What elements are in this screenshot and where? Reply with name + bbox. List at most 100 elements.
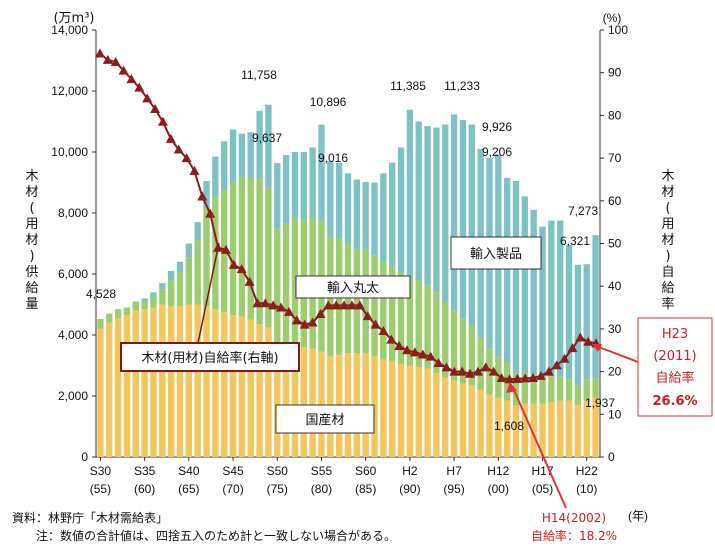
bar-value-label: 11,385	[390, 79, 426, 93]
bar-products	[247, 132, 254, 178]
bar-logs	[194, 240, 201, 305]
ratio-marker	[370, 319, 381, 329]
ratio-marker	[189, 165, 200, 175]
right-axis-unit: (%)	[603, 11, 622, 25]
right-axis-title: 給	[661, 281, 674, 296]
bar-domestic	[97, 328, 104, 457]
left-axis-title: )	[29, 249, 34, 264]
x-tick-ad: (90)	[399, 482, 420, 496]
bar-logs	[495, 356, 502, 398]
bar-logs	[389, 266, 396, 361]
ratio-marker	[433, 358, 444, 368]
left-tick-label: 8,000	[58, 206, 88, 220]
bar-domestic	[141, 309, 148, 457]
right-axis-title: )	[665, 249, 670, 264]
bar-logs	[123, 307, 131, 316]
source-note: 資料：林野庁「木材需給表」	[12, 511, 168, 525]
bar-logs	[132, 301, 139, 311]
left-axis-unit: (万m³)	[53, 11, 94, 26]
ratio-marker	[299, 319, 310, 329]
ratio-marker	[276, 302, 287, 312]
bar-domestic	[442, 377, 449, 457]
x-tick-ad: (05)	[532, 482, 553, 496]
bar-value-label: 1,937	[585, 396, 615, 410]
ratio-marker	[472, 366, 483, 376]
x-tick-ad: (85)	[355, 482, 376, 496]
bar-logs	[486, 348, 493, 395]
bar-products	[380, 173, 387, 262]
label-ratio: 木材(用材)自給率(右軸)	[141, 350, 278, 366]
bar-domestic	[274, 344, 281, 457]
right-axis-title: 木	[661, 169, 674, 184]
bar-domestic	[132, 310, 139, 457]
bar-products	[265, 104, 272, 188]
bar-domestic	[221, 312, 228, 457]
bar-products	[327, 161, 334, 238]
bar-products	[274, 163, 281, 229]
bar-logs	[150, 296, 157, 308]
x-tick-era: S45	[222, 464, 244, 478]
bar-logs	[229, 182, 237, 316]
bar-domestic	[548, 402, 555, 457]
bar-logs	[203, 208, 210, 307]
ratio-marker	[543, 366, 554, 376]
bar-products	[442, 124, 449, 302]
left-tick-label: 14,000	[51, 23, 88, 37]
bar-products	[583, 264, 590, 380]
h14-arrowhead	[506, 382, 517, 393]
bar-value-label: 10,896	[310, 95, 347, 109]
ratio-marker	[457, 366, 468, 376]
x-tick-era: S55	[311, 464, 333, 478]
ratio-marker	[142, 93, 153, 103]
x-tick-ad: (80)	[311, 482, 332, 496]
right-axis-title: 率	[661, 296, 674, 312]
ratio-marker	[520, 373, 531, 383]
right-axis-title: 材	[661, 233, 674, 248]
bar-logs	[433, 292, 440, 374]
x-tick-ad: (60)	[134, 482, 155, 496]
bar-domestic	[530, 403, 537, 457]
bar-logs	[557, 376, 564, 401]
bar-logs	[97, 318, 104, 329]
h23-callout-value: 26.6%	[652, 394, 697, 409]
ratio-marker	[150, 103, 161, 113]
ratio-marker	[449, 366, 460, 376]
bar-products	[565, 245, 573, 380]
ratio-line	[99, 52, 597, 381]
right-tick-label: 80	[608, 108, 622, 122]
h23-arrowhead	[592, 344, 602, 352]
ratio-marker	[157, 116, 168, 126]
ratio-label-pointer	[197, 242, 220, 344]
right-axis-title: 用	[661, 217, 674, 232]
right-tick-label: 60	[608, 194, 622, 208]
bar-value-label: 6,321	[560, 234, 590, 248]
left-axis-title: 木	[25, 169, 38, 184]
x-tick-ad: (65)	[178, 482, 199, 496]
bar-logs	[141, 301, 148, 310]
ratio-marker	[551, 360, 562, 370]
bar-domestic	[291, 345, 299, 457]
bar-products	[335, 162, 343, 239]
bar-domestic	[495, 397, 502, 457]
bar-domestic	[503, 400, 511, 457]
bar-logs	[521, 373, 529, 404]
x-tick-era: S50	[267, 464, 289, 478]
left-axis-title: 用	[25, 217, 38, 232]
left-axis-title: 材	[25, 185, 38, 200]
bar-products	[521, 196, 529, 374]
bar-products	[221, 141, 228, 191]
ratio-marker	[165, 133, 176, 143]
bar-products	[389, 162, 396, 267]
x-tick-era: S30	[90, 464, 112, 478]
label-domestic: 国産材	[305, 412, 344, 428]
bar-domestic	[574, 405, 582, 457]
bar-products	[212, 156, 219, 197]
bar-logs	[291, 217, 299, 346]
ratio-marker	[102, 54, 113, 64]
ratio-marker	[583, 336, 594, 346]
bar-value-label: 9,926	[482, 120, 512, 134]
bar-products	[424, 126, 431, 285]
ratio-marker	[283, 306, 294, 316]
ratio-marker	[268, 300, 279, 310]
